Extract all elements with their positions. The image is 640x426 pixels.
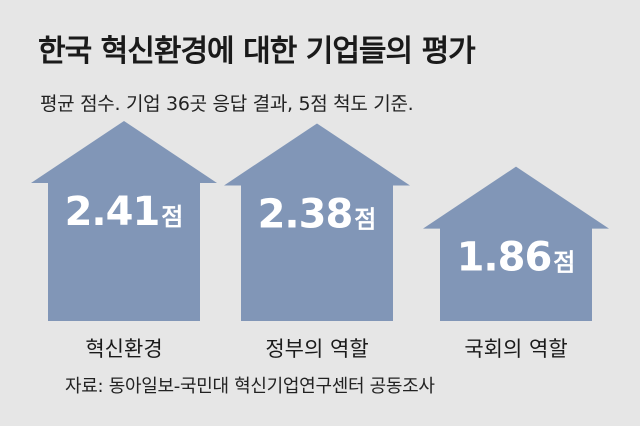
value-label-1: 2.41점 <box>65 189 184 235</box>
source-note: 자료: 동아일보-국민대 혁신기업연구센터 공동조사 <box>65 376 435 397</box>
value-label-3: 1.86점 <box>457 235 576 281</box>
chart-title: 한국 혁신환경에 대한 기업들의 평가 <box>38 34 476 69</box>
category-label-1: 혁신환경 <box>85 337 162 361</box>
category-label-3: 국회의 역할 <box>464 337 567 361</box>
chart-subtitle: 평균 점수. 기업 36곳 응답 결과, 5점 척도 기준. <box>40 93 414 115</box>
bar-2 <box>224 123 410 322</box>
bar-1 <box>31 120 217 321</box>
bar-3 <box>423 166 609 321</box>
category-label-2: 정부의 역할 <box>265 337 368 361</box>
value-label-2: 2.38점 <box>258 191 377 237</box>
